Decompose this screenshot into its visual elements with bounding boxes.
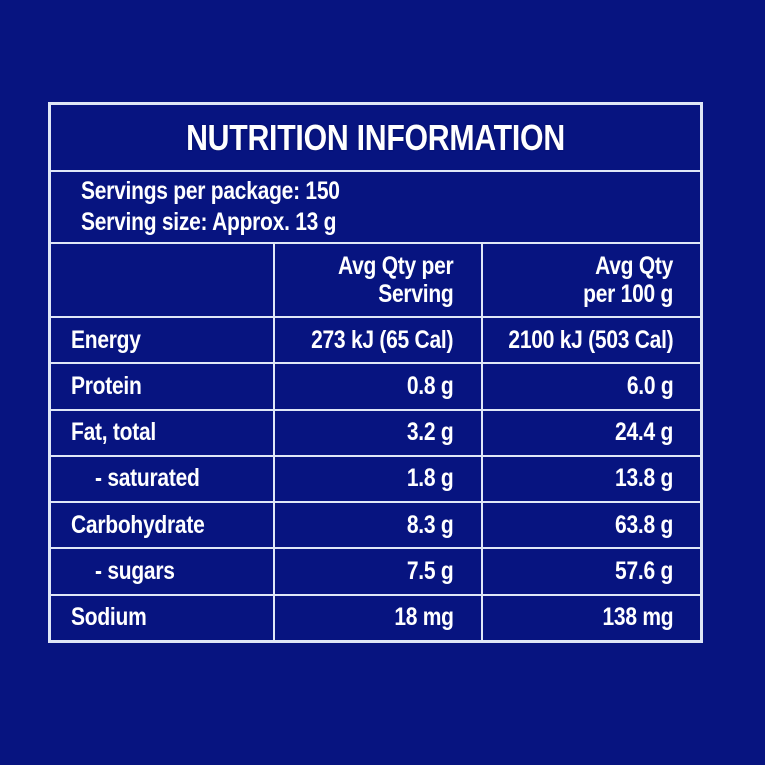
panel-title-row: NUTRITION INFORMATION: [51, 105, 700, 172]
sugars-per-serving-value: 7.5 g: [272, 547, 481, 594]
nutrient-label-sodium: Sodium: [51, 593, 273, 640]
servings-per-package: Servings per package: 150: [81, 177, 340, 205]
nutrient-label-fat-total: Fat, total: [51, 408, 273, 455]
protein-per-serving-value: 0.8 g: [272, 362, 481, 409]
column-header-per-100g: Avg Qty per 100 g: [480, 244, 700, 316]
sugars-per-100g-value: 57.6 g: [480, 547, 700, 594]
protein-per-100g-value: 6.0 g: [480, 362, 700, 409]
sodium-per-100g-value: 138 mg: [480, 593, 700, 640]
saturated-per-serving-value: 1.8 g: [272, 454, 481, 502]
fat-total-per-serving-value: 3.2 g: [272, 408, 481, 455]
nutrient-label-protein: Protein: [51, 362, 273, 408]
nutrition-table: Avg Qty per Serving Avg Qty per 100 g En…: [51, 244, 700, 640]
energy-per-100g-value: 2100 kJ (503 Cal): [480, 316, 700, 363]
column-header-per-serving: Avg Qty per Serving: [272, 244, 481, 316]
servings-info: Servings per package: 150 Serving size: …: [51, 172, 700, 244]
fat-total-per-100g-value: 24.4 g: [480, 408, 700, 455]
nutrient-label-saturated: - saturated: [51, 454, 273, 501]
serving-size: Serving size: Approx. 13 g: [81, 208, 337, 236]
nutrition-panel: NUTRITION INFORMATION Servings per packa…: [48, 102, 703, 643]
nutrient-label-sugars: - sugars: [51, 547, 273, 593]
column-header-nutrient: [51, 244, 273, 316]
panel-title: NUTRITION INFORMATION: [186, 116, 565, 158]
energy-per-serving-value: 273 kJ (65 Cal): [272, 316, 481, 363]
carbohydrate-per-100g-value: 63.8 g: [480, 501, 700, 548]
sodium-per-serving-value: 18 mg: [272, 593, 481, 640]
nutrient-label-carbohydrate: Carbohydrate: [51, 501, 273, 547]
nutrient-label-energy: Energy: [51, 316, 273, 362]
saturated-per-100g-value: 13.8 g: [480, 454, 700, 502]
carbohydrate-per-serving-value: 8.3 g: [272, 501, 481, 548]
